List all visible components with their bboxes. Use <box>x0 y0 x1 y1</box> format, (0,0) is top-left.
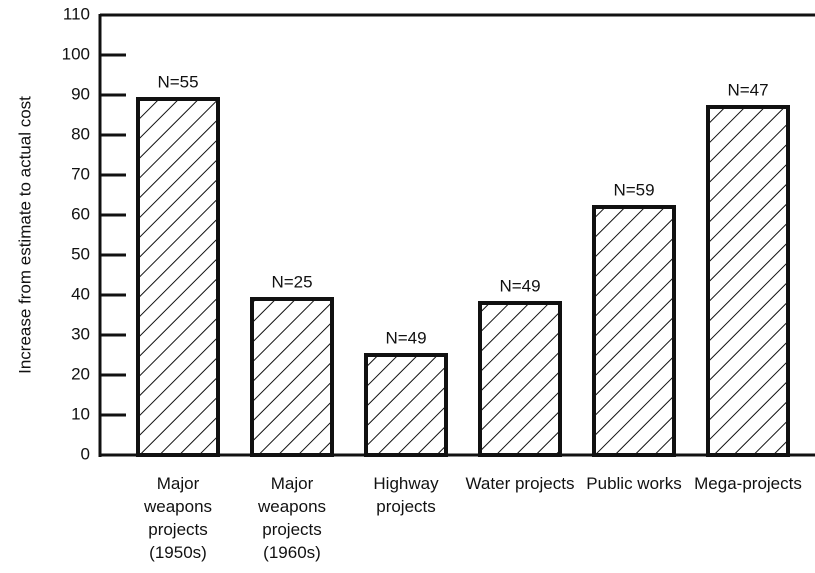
x-tick-label: Major weapons projects (1950s) <box>143 474 213 562</box>
x-tick-label: Major weapons projects (1960s) <box>257 474 327 562</box>
y-tick-label: 20 <box>71 364 90 383</box>
bar-annotation: N=25 <box>271 272 312 291</box>
y-tick-label: 30 <box>71 324 90 343</box>
bar-annotation: N=47 <box>727 80 768 99</box>
x-tick-label: Mega-projects <box>694 474 802 493</box>
bar <box>250 297 334 457</box>
bar <box>136 97 220 457</box>
bar <box>364 353 448 457</box>
bar <box>478 301 562 457</box>
y-tick-label: 100 <box>62 44 90 63</box>
bar-annotation: N=55 <box>157 72 198 91</box>
y-tick-label: 0 <box>81 444 90 463</box>
bar <box>706 105 790 457</box>
y-tick-label: 60 <box>71 204 90 223</box>
y-tick-label: 10 <box>71 404 90 423</box>
x-tick-label: Highway projects <box>373 474 439 516</box>
y-tick-label: 110 <box>63 4 90 23</box>
bar <box>592 205 676 457</box>
bar-annotation: N=49 <box>385 328 426 347</box>
x-tick-label: Public works <box>586 474 682 493</box>
y-tick-label: 90 <box>71 84 90 103</box>
y-tick-label: 70 <box>71 164 90 183</box>
y-tick-label: 80 <box>71 124 90 143</box>
y-axis-label: Increase from estimate to actual cost <box>15 96 34 374</box>
bar-annotation: N=59 <box>613 180 654 199</box>
bar-annotation: N=49 <box>499 276 540 295</box>
y-tick-label: 50 <box>71 244 90 263</box>
x-tick-label: Water projects <box>465 474 575 493</box>
y-tick-label: 40 <box>71 284 90 303</box>
